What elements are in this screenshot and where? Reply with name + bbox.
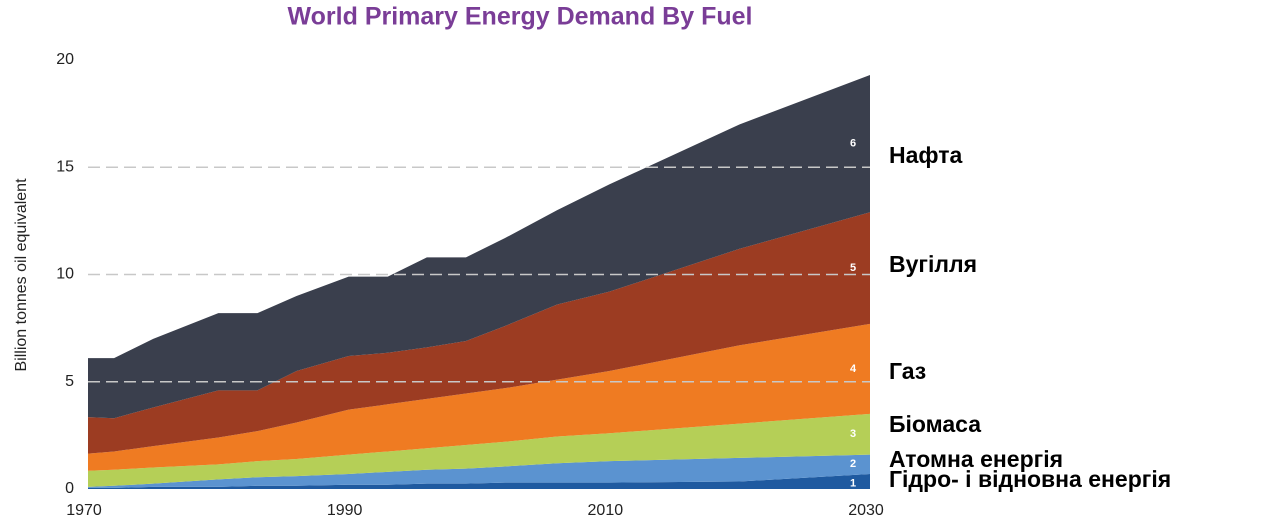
- area: [88, 75, 870, 419]
- legend-label: Газ: [889, 358, 926, 384]
- legend-label: Вугілля: [889, 251, 977, 277]
- y-axis-label: Billion tonnes oil equivalent: [13, 178, 30, 372]
- area-number: 1: [850, 477, 856, 489]
- area: [88, 212, 870, 454]
- legend-label: Біомаса: [889, 411, 981, 437]
- area: [88, 454, 870, 488]
- area-number: 3: [850, 428, 856, 440]
- area-number: 2: [850, 458, 856, 470]
- area: [88, 413, 870, 487]
- area-number: 5: [850, 262, 856, 274]
- y-tick-label: 20: [56, 51, 74, 68]
- legend-label: Гідро- і відновна енергія: [889, 466, 1171, 492]
- y-tick-label: 15: [56, 158, 74, 175]
- y-tick-label: 5: [65, 373, 74, 390]
- legend-label: Атомна енергія: [889, 446, 1063, 472]
- x-tick-label: 1970: [66, 502, 102, 519]
- x-tick-label: 2030: [848, 502, 884, 519]
- x-tick-label: 1990: [327, 502, 363, 519]
- legend-label: Нафта: [889, 142, 962, 168]
- area: [88, 323, 870, 471]
- y-tick-label: 0: [65, 480, 74, 497]
- area: [88, 473, 870, 489]
- area-number: 6: [850, 138, 856, 150]
- y-tick-label: 10: [56, 266, 74, 283]
- area-number: 4: [850, 363, 857, 375]
- x-tick-label: 2010: [588, 502, 624, 519]
- chart-title: World Primary Energy Demand By Fuel: [288, 3, 753, 31]
